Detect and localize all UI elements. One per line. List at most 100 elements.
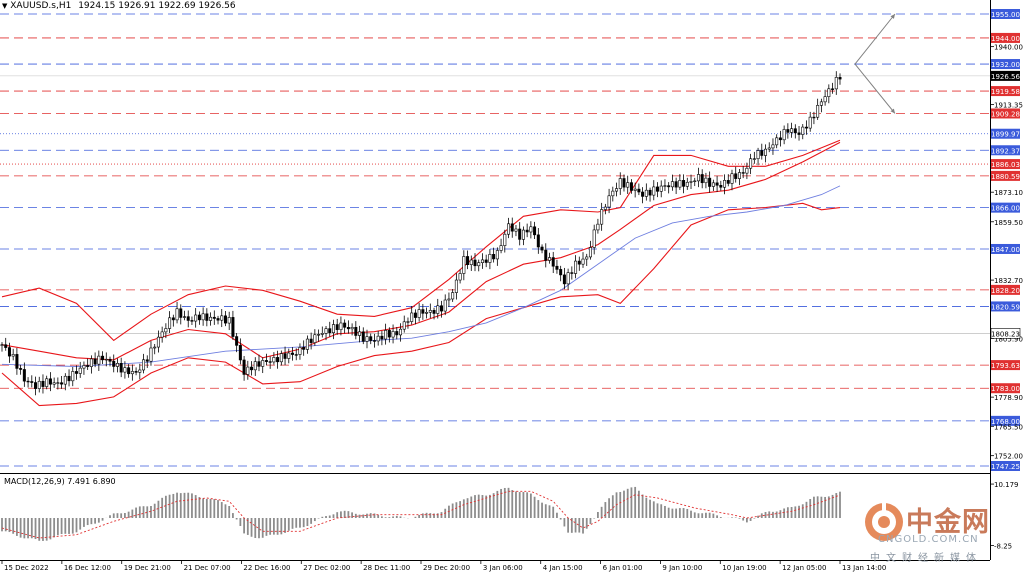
candle-body <box>514 228 518 232</box>
y-tick-label: 1873.10 <box>994 189 1023 197</box>
candle-body <box>700 174 704 184</box>
candle-body <box>406 321 410 323</box>
candle-body <box>547 257 551 261</box>
level-label-box <box>991 243 1020 254</box>
candle-body <box>142 359 146 371</box>
projection-arrow-line <box>854 63 896 114</box>
candle-body <box>354 327 358 336</box>
candle-body <box>551 257 555 267</box>
candle-body <box>171 317 175 321</box>
candle-body <box>194 314 198 322</box>
candle-body <box>264 360 268 362</box>
x-tick-label: 3 Jan 06:00 <box>483 564 523 572</box>
candle-body <box>611 190 615 197</box>
candle-body <box>637 188 641 193</box>
candle-body <box>741 172 745 174</box>
candle-body <box>317 334 321 336</box>
candle-body <box>510 223 514 232</box>
candle-body <box>778 137 782 141</box>
candle-body <box>443 299 447 312</box>
watermark-title: 中金网 <box>906 507 990 538</box>
level-label: 1919.58 <box>991 88 1020 96</box>
candle-body <box>808 116 812 129</box>
candle-body <box>380 335 384 340</box>
candle-body <box>127 367 131 375</box>
candle-body <box>618 178 622 189</box>
x-tick-label: 22 Dec 16:00 <box>243 564 290 572</box>
candle-body <box>570 272 574 274</box>
candle-body <box>667 185 671 188</box>
candle-body <box>358 331 362 336</box>
candle-body <box>793 128 797 134</box>
candle-body <box>484 259 488 263</box>
y-tick-label: 1859.50 <box>994 219 1023 227</box>
candle-body <box>112 360 116 367</box>
triangle-down-icon[interactable]: ▼ <box>2 2 8 10</box>
level-label-box <box>991 128 1020 139</box>
level-label-box <box>991 9 1020 19</box>
candle-body <box>376 335 380 342</box>
candle-body <box>749 158 753 169</box>
price-axis: 1955.00 1944.00 1932.00 1919.58 1909.28 1899.… <box>990 9 1023 471</box>
candle-body <box>447 298 451 301</box>
candle-body <box>223 315 227 324</box>
candle-body <box>41 380 45 387</box>
ohlc-values: 1924.15 1926.91 1922.69 1926.56 <box>78 1 236 11</box>
candle-body <box>402 321 406 330</box>
x-tick-label: 16 Dec 12:00 <box>64 564 111 572</box>
candle-body <box>745 167 749 174</box>
x-tick-label: 13 Jan 14:00 <box>842 564 886 572</box>
symbol-header[interactable]: ▼ XAUUSD.s,H1 1924.15 1926.91 1922.69 19… <box>2 1 236 11</box>
level-label: 1932.00 <box>991 61 1020 69</box>
candle-body <box>153 346 157 349</box>
candle-body <box>175 308 179 321</box>
candle-body <box>37 380 41 389</box>
candle-body <box>469 259 473 265</box>
candle-body <box>756 150 760 160</box>
candle-body <box>715 182 719 186</box>
candle-body <box>205 313 209 321</box>
candle-body <box>74 371 78 374</box>
candle-body <box>644 189 648 197</box>
level-label: 1847.00 <box>991 246 1020 254</box>
candle-body <box>45 378 49 387</box>
candle-body <box>395 331 399 336</box>
current-price-label: 1926.56 <box>991 73 1020 81</box>
candle-body <box>391 331 395 338</box>
candle-body <box>89 358 93 367</box>
candle-body <box>674 181 678 188</box>
candle-body <box>372 340 376 342</box>
candle-body <box>775 137 779 146</box>
candle-body <box>250 366 254 371</box>
candle-body <box>268 361 272 363</box>
level-label-box <box>991 32 1020 43</box>
candle-body <box>804 126 808 129</box>
level-lines <box>0 13 990 467</box>
candle-body <box>399 328 403 336</box>
candle-body <box>588 247 592 258</box>
candle-body <box>272 357 276 363</box>
x-tick-label: 28 Dec 11:00 <box>363 564 410 572</box>
candle-body <box>149 347 153 362</box>
candle-body <box>685 181 689 187</box>
candle-body <box>760 150 764 156</box>
candle-body <box>797 132 801 135</box>
candle-body <box>600 209 604 225</box>
candle-body <box>682 180 686 187</box>
candle-body <box>689 181 693 183</box>
candle-body <box>596 223 600 231</box>
candle-body <box>220 315 224 321</box>
x-tick-label: 4 Jan 15:00 <box>543 564 583 572</box>
candle-body <box>413 312 417 318</box>
candle-body <box>622 178 626 188</box>
reference-price-label: 1808.23 <box>991 330 1020 338</box>
candle-body <box>816 105 820 118</box>
candle-body <box>495 250 499 260</box>
candle-body <box>97 355 101 365</box>
candle-body <box>93 358 97 365</box>
candle-body <box>34 382 38 389</box>
candle-body <box>719 184 723 188</box>
candle-body <box>417 309 421 318</box>
